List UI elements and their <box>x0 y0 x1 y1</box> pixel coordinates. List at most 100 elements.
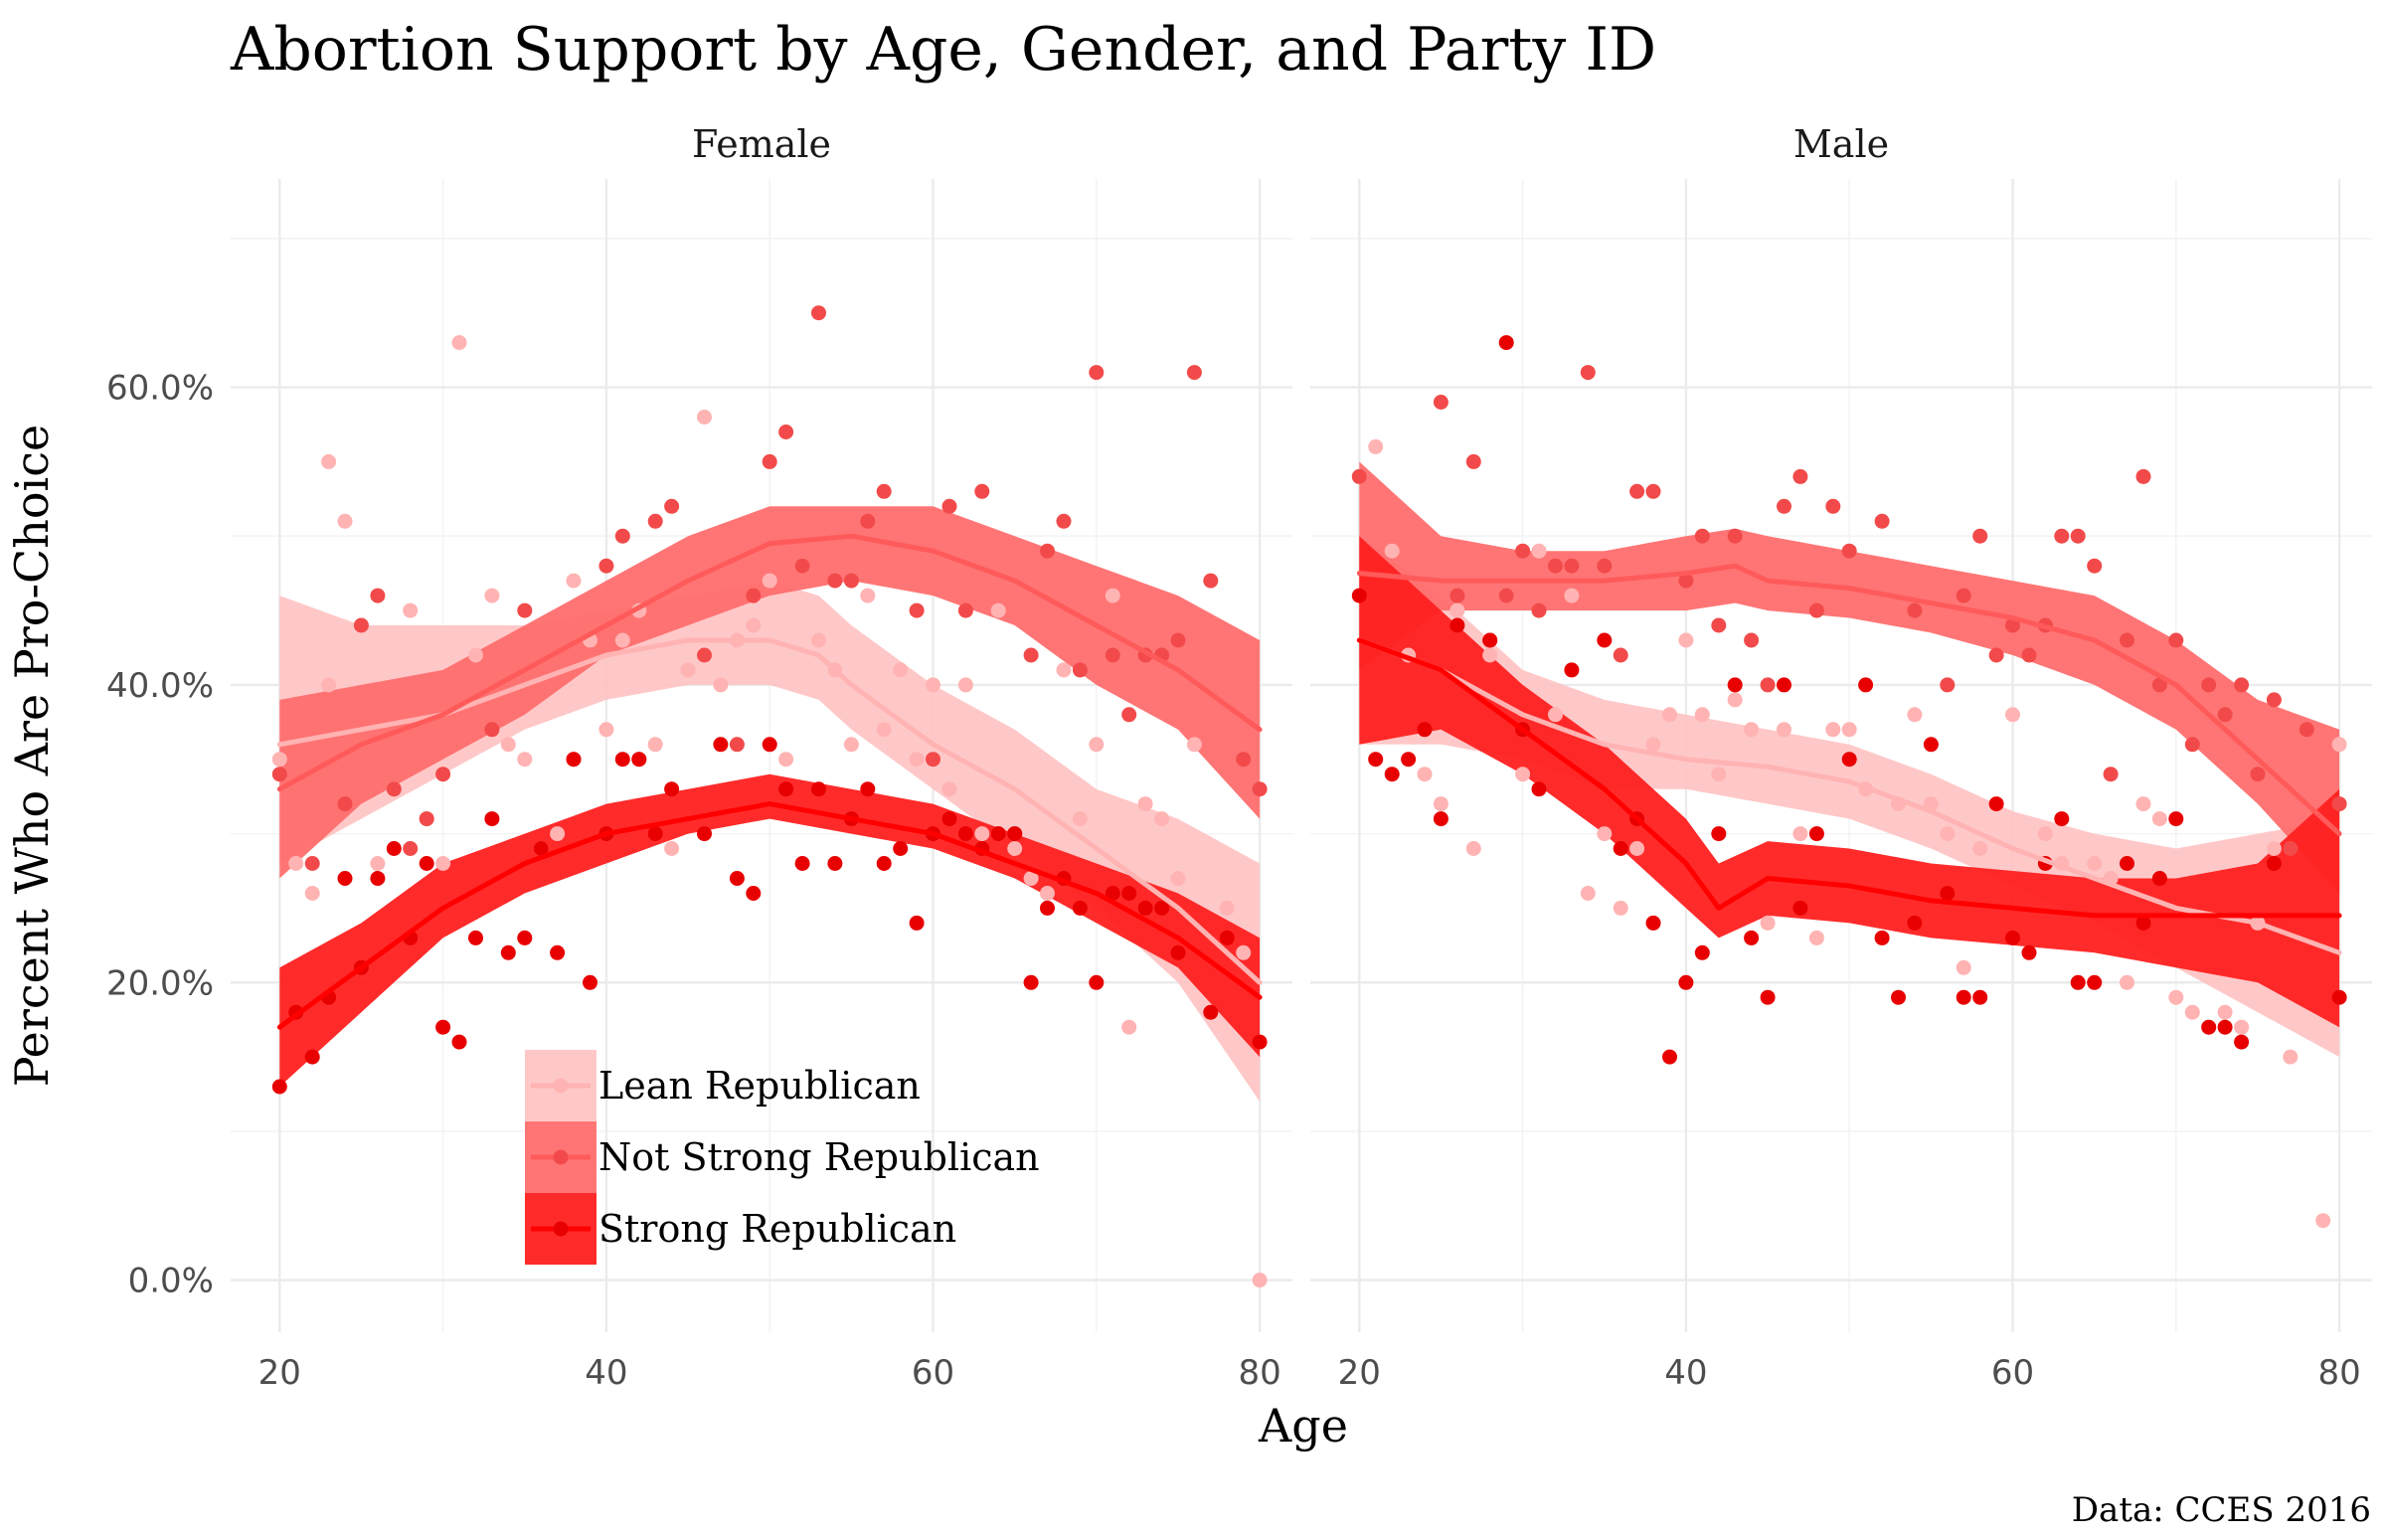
data-point <box>1433 395 1449 410</box>
data-point <box>1580 886 1596 901</box>
data-point <box>827 573 843 589</box>
data-point <box>583 974 597 990</box>
data-point <box>1777 722 1791 738</box>
data-point <box>1548 558 1563 574</box>
data-point <box>1727 677 1743 693</box>
data-point <box>957 677 973 693</box>
smooth-line <box>1356 637 2342 955</box>
data-point <box>2037 826 2053 842</box>
data-point <box>1072 662 1088 678</box>
data-point <box>1645 737 1661 753</box>
data-point <box>2266 692 2282 708</box>
data-point <box>1023 871 1039 886</box>
data-point <box>860 781 876 797</box>
data-point <box>1841 752 1857 768</box>
data-point <box>1825 722 1841 738</box>
data-point <box>1808 602 1824 618</box>
data-point <box>664 498 680 514</box>
data-point <box>2135 796 2151 812</box>
data-point <box>974 483 990 499</box>
data-point <box>451 1034 467 1050</box>
data-point <box>1384 767 1400 782</box>
data-point <box>1907 707 1923 723</box>
data-point <box>1777 498 1791 514</box>
data-point <box>1564 588 1580 603</box>
data-point <box>337 796 353 812</box>
data-point <box>1629 483 1645 499</box>
data-point <box>2217 707 2233 723</box>
data-point <box>1972 841 1988 856</box>
data-point <box>990 602 1006 618</box>
data-point <box>2168 632 2184 648</box>
data-point <box>2070 528 2086 544</box>
data-point <box>304 856 320 871</box>
data-point <box>957 602 973 618</box>
data-point <box>337 513 353 529</box>
data-point <box>2217 1019 2233 1035</box>
data-point <box>1760 989 1776 1005</box>
data-point <box>1203 1004 1219 1020</box>
legend: Lean Republican Not Strong Republican Stro… <box>525 1050 1040 1265</box>
data-point <box>1417 722 1433 738</box>
data-point <box>762 453 777 469</box>
data-point <box>1531 781 1547 797</box>
data-point <box>941 811 957 827</box>
data-point <box>435 856 451 871</box>
data-point <box>484 811 500 827</box>
data-point <box>1678 632 1694 648</box>
y-axis-title: Percent Who Are Pro-Choice <box>5 425 59 1087</box>
legend-key-point <box>553 1149 569 1165</box>
data-point <box>386 841 402 856</box>
panel-strip-label: Male <box>1793 122 1889 166</box>
data-point <box>1613 841 1628 856</box>
data-point <box>1760 915 1776 931</box>
data-point <box>370 856 386 871</box>
data-point <box>550 826 566 842</box>
data-point <box>1154 811 1170 827</box>
data-point <box>2250 767 2266 782</box>
data-point <box>1186 365 1202 381</box>
data-point <box>2201 677 2217 693</box>
y-tick-label: 20.0% <box>106 963 214 1003</box>
data-point <box>1580 365 1596 381</box>
data-point <box>614 528 630 544</box>
data-point <box>2283 841 2299 856</box>
data-point <box>1368 752 1384 768</box>
data-point <box>533 841 549 856</box>
data-point <box>1417 767 1433 782</box>
data-point <box>1007 826 1023 842</box>
data-point <box>451 335 467 351</box>
data-point <box>2266 856 2282 871</box>
data-point <box>1662 1049 1677 1065</box>
data-point <box>893 662 909 678</box>
data-point <box>1040 886 1055 901</box>
data-point <box>1368 438 1384 454</box>
x-tick-label: 20 <box>258 1353 301 1393</box>
data-point <box>1023 974 1039 990</box>
data-point <box>990 826 1006 842</box>
data-point <box>1121 707 1137 723</box>
x-tick-label: 80 <box>2318 1353 2361 1393</box>
data-point <box>2331 737 2347 753</box>
data-point <box>1956 989 1971 1005</box>
data-point <box>1040 543 1055 559</box>
data-point <box>1645 483 1661 499</box>
data-point <box>778 425 794 439</box>
data-point <box>2234 1019 2250 1035</box>
data-point <box>1694 944 1710 960</box>
confidence-band <box>279 506 1261 879</box>
data-point <box>1841 543 1857 559</box>
data-point <box>1482 632 1498 648</box>
data-point <box>1744 722 1760 738</box>
data-point <box>419 811 434 827</box>
data-point <box>1351 588 1367 603</box>
data-point <box>647 513 663 529</box>
data-point <box>271 767 287 782</box>
data-point <box>1907 602 1923 618</box>
data-point <box>811 305 826 321</box>
data-point <box>2283 1049 2299 1065</box>
data-point <box>697 410 712 425</box>
data-point <box>1711 617 1727 633</box>
data-point <box>1940 677 1956 693</box>
data-point <box>1956 959 1971 975</box>
